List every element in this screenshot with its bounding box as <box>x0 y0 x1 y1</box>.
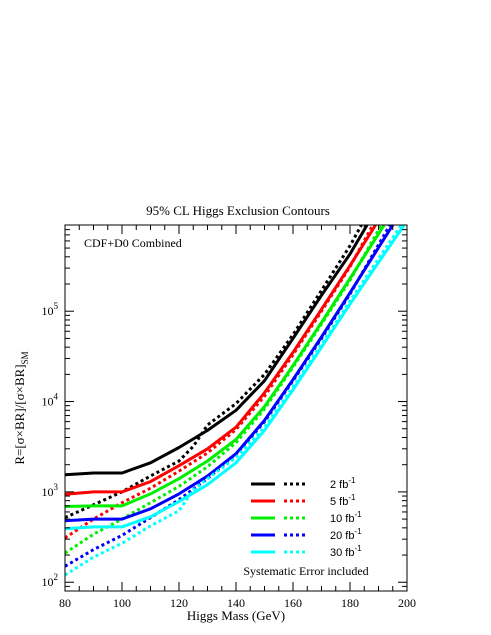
series-10-fb-dotted-line <box>65 225 383 555</box>
y-axis-label: R=[σ×BR]/[σ×BR]SM <box>12 351 30 464</box>
annotation-text: CDF+D0 Combined <box>84 236 182 250</box>
chart-title: 95% CL Higgs Exclusion Contours <box>146 203 330 218</box>
legend-label: 30 fb-1 <box>330 544 362 559</box>
series-layer <box>65 225 406 577</box>
x-tick-label: 140 <box>227 596 245 610</box>
y-tick-label: 105 <box>42 301 59 318</box>
x-tick-label: 80 <box>59 596 71 610</box>
y-axis-label-sub: SM <box>20 351 30 364</box>
legend: 2 fb-1 5 fb-1 10 fb-1 20 fb-1 30 fb-1 <box>251 476 362 559</box>
footnote-text: Systematic Error included <box>243 564 368 578</box>
y-tick-label: 102 <box>42 572 59 589</box>
x-axis-label: Higgs Mass (GeV) <box>187 608 285 623</box>
series-5-fb-solid-line <box>65 225 377 496</box>
legend-label: 20 fb-1 <box>330 527 362 542</box>
svg-text:R=[σ×BR]/[σ×BR]SM: R=[σ×BR]/[σ×BR]SM <box>12 351 30 464</box>
x-tick-label: 180 <box>341 596 359 610</box>
legend-label: 5 fb-1 <box>330 493 356 508</box>
y-tick-label: 103 <box>42 482 59 499</box>
legend-label: 2 fb-1 <box>330 476 356 491</box>
series-30-fb-dotted-line <box>65 225 403 577</box>
series-30-fb-solid-line <box>65 225 406 531</box>
y-axis-label-main: R=[σ×BR]/[σ×BR] <box>12 364 27 464</box>
axes: 80 100 120 140 160 180 200 102 103 104 105 <box>42 224 416 610</box>
x-tick-label: 120 <box>170 596 188 610</box>
plot-frame <box>64 224 408 592</box>
legend-label: 10 fb-1 <box>330 510 362 525</box>
x-tick-label: 160 <box>284 596 302 610</box>
y-tick-label: 104 <box>42 392 59 409</box>
series-2-fb-solid-line <box>65 225 369 477</box>
series-20-fb-solid-line <box>65 225 395 523</box>
x-tick-label: 100 <box>113 596 131 610</box>
x-tick-label: 200 <box>398 596 416 610</box>
